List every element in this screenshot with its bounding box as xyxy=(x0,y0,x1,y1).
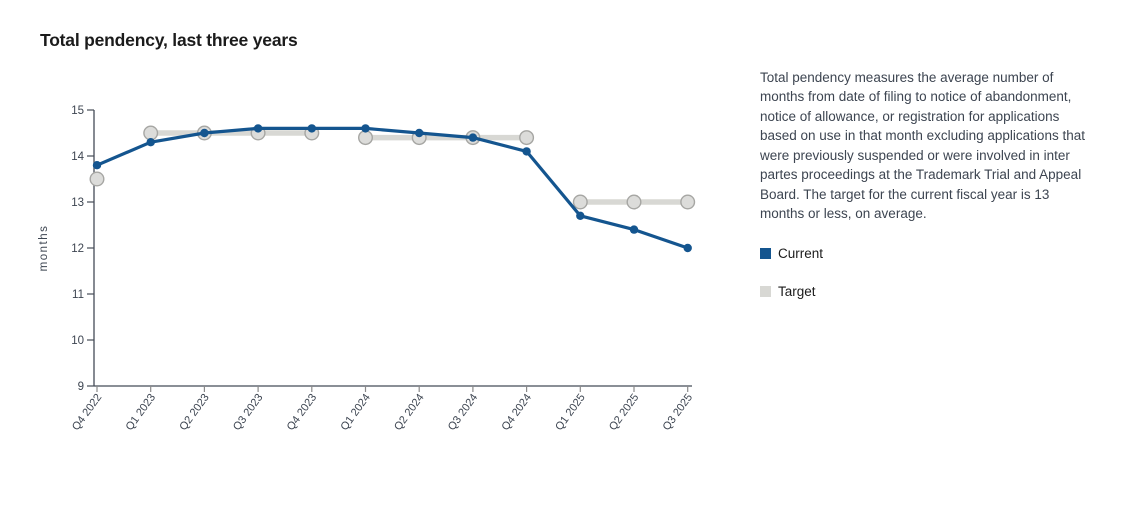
x-tick-label: Q4 2022 xyxy=(70,392,105,433)
current-point xyxy=(415,128,424,138)
x-tick-label: Q2 2023 xyxy=(177,392,212,433)
chart-svg: 9 10 11 12 13 14 15 Q4 2022 Q1 2023 Q2 2023 Q3 202… xyxy=(38,105,696,433)
x-tick-label: Q2 2025 xyxy=(607,392,642,433)
pendency-chart: 9 10 11 12 13 14 15 Q4 2022 Q1 2023 Q2 2023 Q3 202… xyxy=(38,105,696,433)
y-tick-label: 11 xyxy=(72,289,84,301)
description-panel: Total pendency measures the average numb… xyxy=(760,68,1096,322)
x-tick-label: Q2 2024 xyxy=(392,392,427,433)
target-point xyxy=(358,130,374,146)
target-point xyxy=(89,171,105,187)
current-point xyxy=(307,124,316,133)
x-tick-label: Q1 2024 xyxy=(338,392,373,433)
x-tick-label: Q3 2025 xyxy=(661,392,696,433)
chart-legend: Current Target xyxy=(760,246,1096,299)
legend-item-current: Current xyxy=(760,246,1096,261)
current-point xyxy=(146,138,155,147)
current-point xyxy=(522,147,531,156)
current-series xyxy=(92,124,692,253)
y-tick-label: 15 xyxy=(71,105,84,117)
x-tick-label: Q3 2024 xyxy=(446,392,481,433)
legend-label-target: Target xyxy=(778,283,816,299)
current-point xyxy=(361,124,370,133)
current-series-swatch xyxy=(760,247,771,259)
target-point xyxy=(572,194,588,210)
y-tick-label: 14 xyxy=(71,151,84,163)
target-point xyxy=(680,194,696,210)
x-tick-label: Q3 2023 xyxy=(231,392,266,433)
axes: 9 10 11 12 13 14 15 Q4 2022 Q1 2023 Q2 2023 Q3 202… xyxy=(38,105,695,433)
current-point xyxy=(253,124,263,133)
target-point xyxy=(519,130,535,146)
target-point xyxy=(626,194,642,210)
x-tick-label: Q1 2025 xyxy=(553,392,588,433)
y-tick-label: 10 xyxy=(71,335,84,347)
chart-title: Total pendency, last three years xyxy=(40,30,298,50)
y-tick-label: 9 xyxy=(78,381,84,393)
current-point xyxy=(629,225,639,234)
y-tick-label: 12 xyxy=(71,243,84,255)
current-point xyxy=(468,133,478,142)
y-tick-label: 13 xyxy=(71,197,84,209)
x-tick-label: Q1 2023 xyxy=(124,392,159,433)
legend-item-target: Target xyxy=(760,284,1096,299)
current-point xyxy=(683,243,692,253)
x-tick-label: Q4 2024 xyxy=(500,392,535,433)
target-series-swatch xyxy=(760,285,771,297)
current-point xyxy=(576,211,585,220)
current-point xyxy=(200,128,209,138)
current-point xyxy=(92,161,102,170)
legend-label-current: Current xyxy=(778,245,824,261)
x-tick-label: Q4 2023 xyxy=(285,392,320,433)
y-axis-label: months xyxy=(38,225,50,272)
chart-description: Total pendency measures the average numb… xyxy=(760,70,1085,222)
target-point xyxy=(143,125,159,141)
